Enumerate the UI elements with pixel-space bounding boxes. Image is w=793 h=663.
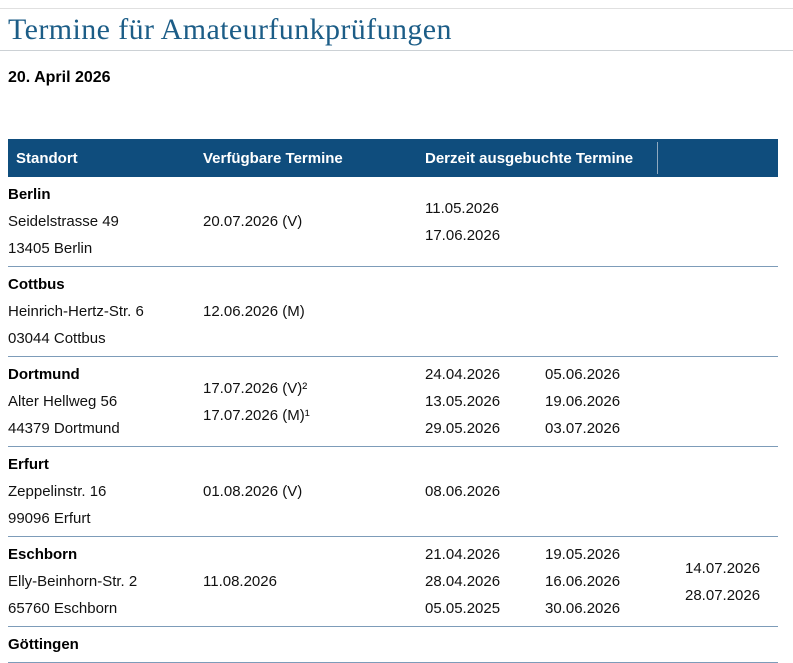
booked-date: 21.04.2026 [425, 546, 501, 563]
booked-dates-cell [657, 626, 778, 663]
location-street: Alter Hellweg 56 [8, 393, 118, 410]
location-cell: Cottbus Heinrich-Hertz-Str. 6 03044 Cottbu… [8, 266, 195, 357]
page-date: 20. April 2026 [8, 69, 111, 86]
available-date: 01.08.2026 (V) [203, 483, 303, 500]
exam-table: Standort Verfügbare Termine Derzeit ausg… [8, 139, 778, 663]
booked-date: 19.06.2026 [545, 393, 621, 410]
location-cell: Berlin Seidelstrasse 49 13405 Berlin [8, 177, 195, 267]
location-city: Berlin [8, 186, 51, 203]
location-zip-city: 44379 Dortmund [8, 420, 120, 437]
table-row: Göttingen [8, 626, 778, 663]
location-street: Heinrich-Hertz-Str. 6 [8, 303, 144, 320]
location-cell: Eschborn Elly-Beinhorn-Str. 2 65760 Eschbo… [8, 536, 195, 627]
booked-dates-cell: 21.04.2026 28.04.2026 05.05.2025 [417, 536, 537, 627]
booked-date: 05.05.2025 [425, 600, 501, 617]
location-zip-city: 65760 Eschborn [8, 600, 118, 617]
location-zip-city: 03044 Cottbus [8, 330, 106, 347]
available-date: 17.07.2026 (M)¹ [203, 406, 310, 424]
location-street: Zeppelinstr. 16 [8, 483, 107, 500]
column-header-spacer [657, 139, 778, 177]
available-dates-cell: 11.08.2026 [195, 536, 417, 627]
location-city: Eschborn [8, 546, 78, 563]
booked-dates-cell [657, 266, 778, 357]
booked-date: 28.04.2026 [425, 573, 501, 590]
booked-dates-cell [417, 626, 537, 663]
available-date: 20.07.2026 (V) [203, 213, 303, 230]
available-dates-cell [195, 626, 417, 663]
booked-dates-cell [657, 446, 778, 537]
booked-dates-cell: 19.05.2026 16.06.2026 30.06.2026 [537, 536, 657, 627]
booked-date: 28.07.2026 [685, 586, 761, 604]
available-date: 17.07.2026 (V)² [203, 379, 308, 397]
column-header-ausgebuchte-termine: Derzeit ausgebuchte Termine [417, 139, 657, 177]
booked-dates-cell [657, 356, 778, 447]
booked-date: 14.07.2026 [685, 559, 761, 577]
location-city: Göttingen [8, 636, 79, 653]
location-city: Dortmund [8, 366, 80, 383]
location-zip-city: 13405 Berlin [8, 240, 93, 257]
booked-date: 08.06.2026 [425, 483, 501, 500]
booked-dates-cell [657, 177, 778, 267]
available-dates-cell: 17.07.2026 (V)² 17.07.2026 (M)¹ [195, 356, 417, 447]
column-header-verfuegbare-termine: Verfügbare Termine [195, 139, 417, 177]
available-dates-cell: 01.08.2026 (V) [195, 446, 417, 537]
booked-date: 11.05.2026 [425, 199, 499, 217]
table-row: Cottbus Heinrich-Hertz-Str. 6 03044 Cottbu… [8, 266, 778, 357]
available-date: 11.08.2026 [203, 573, 277, 590]
available-dates-cell: 12.06.2026 (M) [195, 266, 417, 357]
exam-table-head: Standort Verfügbare Termine Derzeit ausg… [8, 139, 778, 177]
location-cell: Erfurt Zeppelinstr. 16 99096 Erfurt [8, 446, 195, 537]
booked-dates-cell: 08.06.2026 [417, 446, 537, 537]
booked-dates-cell: 24.04.2026 13.05.2026 29.05.2026 [417, 356, 537, 447]
location-city: Erfurt [8, 456, 49, 473]
available-dates-cell: 20.07.2026 (V) [195, 177, 417, 267]
page-title: Termine für Amateurfunkprüfungen [8, 13, 452, 46]
booked-dates-cell: 11.05.2026 17.06.2026 [417, 177, 537, 267]
booked-date: 03.07.2026 [545, 420, 621, 437]
location-cell: Dortmund Alter Hellweg 56 44379 Dortmund [8, 356, 195, 447]
booked-date: 05.06.2026 [545, 366, 621, 383]
booked-date: 24.04.2026 [425, 366, 501, 383]
table-row: Eschborn Elly-Beinhorn-Str. 2 65760 Eschbo… [8, 536, 778, 627]
booked-dates-cell [537, 446, 657, 537]
booked-dates-cell: 14.07.2026 28.07.2026 [657, 536, 778, 627]
booked-date: 30.06.2026 [545, 600, 621, 617]
column-header-standort: Standort [8, 139, 195, 177]
exam-table-body: Berlin Seidelstrasse 49 13405 Berlin 20.07.… [8, 177, 778, 663]
booked-dates-cell [537, 266, 657, 357]
location-zip-city: 99096 Erfurt [8, 510, 91, 527]
header-row: Standort Verfügbare Termine Derzeit ausg… [8, 139, 778, 177]
booked-date: 19.05.2026 [545, 546, 621, 563]
top-divider [0, 0, 793, 9]
booked-date: 13.05.2026 [425, 393, 501, 410]
booked-dates-cell [537, 626, 657, 663]
title-block: Termine für Amateurfunkprüfungen [0, 9, 793, 51]
location-street: Seidelstrasse 49 [8, 213, 119, 230]
booked-date: 29.05.2026 [425, 420, 501, 437]
table-row: Berlin Seidelstrasse 49 13405 Berlin 20.07.… [8, 177, 778, 267]
booked-date: 17.06.2026 [425, 226, 501, 244]
location-cell: Göttingen [8, 626, 195, 663]
booked-dates-cell: 05.06.2026 19.06.2026 03.07.2026 [537, 356, 657, 447]
booked-dates-cell [417, 266, 537, 357]
location-city: Cottbus [8, 276, 65, 293]
exam-table-wrap: Standort Verfügbare Termine Derzeit ausg… [8, 139, 793, 663]
booked-dates-cell [537, 177, 657, 267]
table-row: Dortmund Alter Hellweg 56 44379 Dortmund 17… [8, 356, 778, 447]
table-row: Erfurt Zeppelinstr. 16 99096 Erfurt 01.08.2… [8, 446, 778, 537]
location-street: Elly-Beinhorn-Str. 2 [8, 573, 138, 590]
available-date: 12.06.2026 (M) [203, 303, 305, 320]
booked-date: 16.06.2026 [545, 573, 621, 590]
